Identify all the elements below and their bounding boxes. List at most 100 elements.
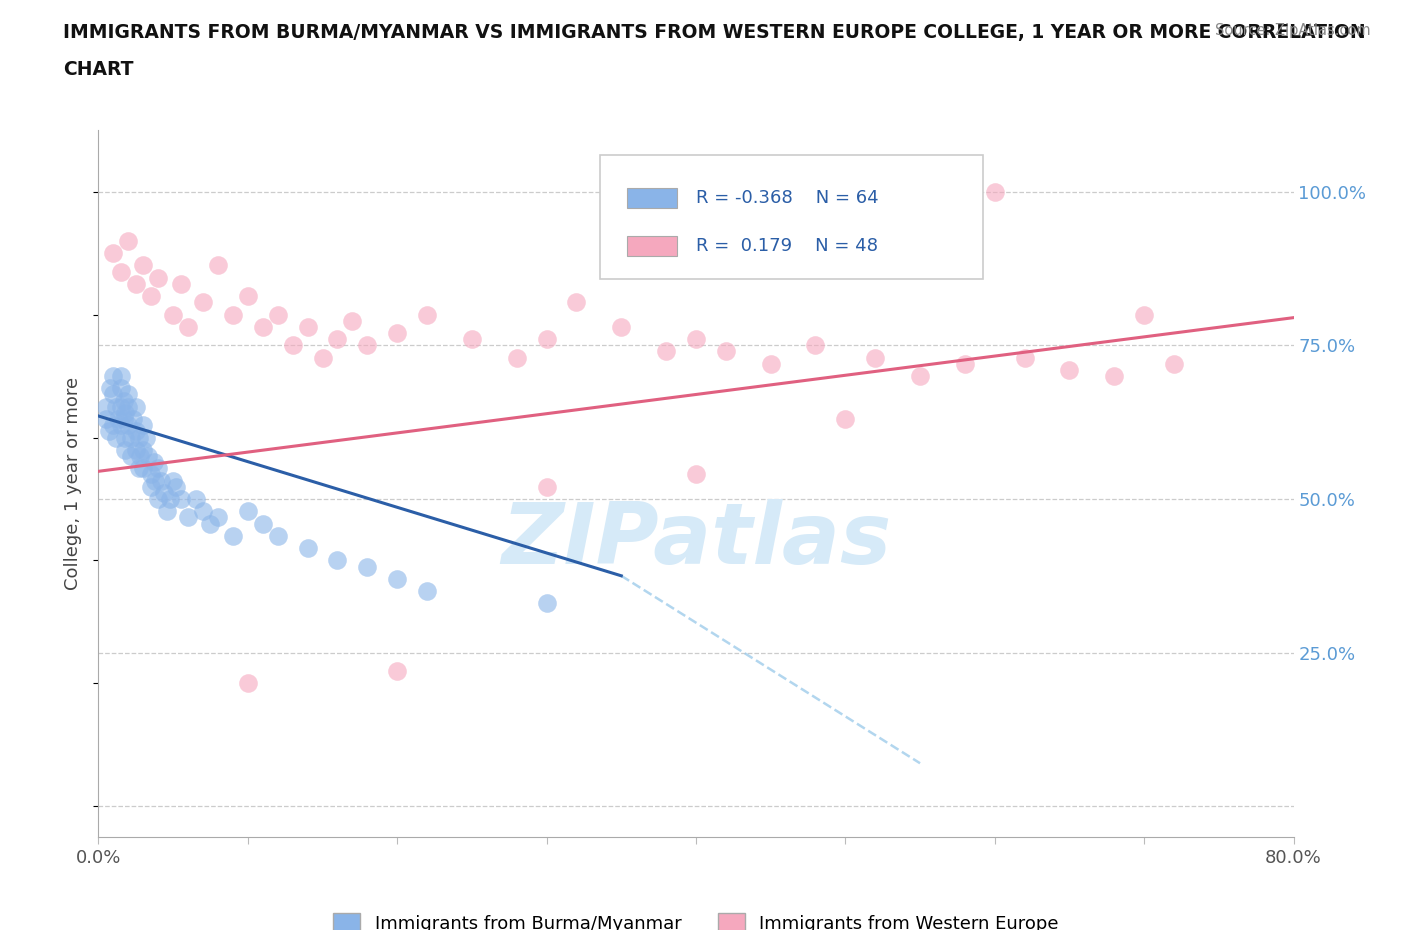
Text: IMMIGRANTS FROM BURMA/MYANMAR VS IMMIGRANTS FROM WESTERN EUROPE COLLEGE, 1 YEAR : IMMIGRANTS FROM BURMA/MYANMAR VS IMMIGRA… [63, 23, 1365, 42]
Point [184, 492, 207, 507]
Point [120, 448, 142, 463]
Point [114, 430, 136, 445]
Point [1014, 351, 1036, 365]
Point [953, 356, 976, 371]
Point [159, 492, 181, 507]
Point [139, 467, 162, 482]
Point [112, 412, 135, 427]
Point [165, 479, 187, 494]
Point [117, 233, 139, 248]
Point [685, 467, 707, 482]
Point [222, 528, 245, 543]
Point [177, 319, 200, 334]
Point [759, 356, 782, 371]
Point [125, 424, 148, 439]
Point [169, 276, 191, 291]
Text: R =  0.179    N = 48: R = 0.179 N = 48 [696, 237, 877, 255]
Point [156, 504, 179, 519]
Point [97, 424, 120, 439]
Point [94, 399, 117, 414]
Point [385, 571, 409, 586]
Point [222, 307, 245, 322]
Point [908, 368, 931, 383]
Point [128, 430, 150, 445]
Point [416, 307, 439, 322]
Point [110, 264, 132, 279]
Point [565, 295, 588, 310]
Point [121, 412, 143, 427]
Point [100, 381, 122, 396]
FancyBboxPatch shape [627, 188, 676, 208]
Point [112, 393, 135, 408]
Point [385, 664, 409, 679]
Point [416, 584, 439, 599]
Point [865, 351, 887, 365]
Point [267, 528, 290, 543]
Point [1163, 356, 1185, 371]
Text: ZIPatlas: ZIPatlas [501, 498, 891, 581]
Point [1104, 368, 1126, 383]
Point [132, 258, 155, 272]
Point [385, 326, 409, 340]
Point [984, 184, 1007, 199]
Point [610, 319, 633, 334]
Point [326, 332, 349, 347]
Point [200, 516, 222, 531]
Point [132, 460, 155, 475]
Point [655, 344, 678, 359]
Point [110, 418, 132, 432]
Point [117, 418, 139, 432]
Point [714, 344, 737, 359]
Point [125, 276, 148, 291]
Point [107, 412, 129, 427]
Point [103, 387, 125, 402]
Point [267, 307, 290, 322]
Point [834, 412, 856, 427]
Point [236, 676, 259, 691]
Point [342, 313, 364, 328]
Point [125, 443, 148, 458]
Point [143, 473, 166, 488]
Point [103, 418, 125, 432]
Point [110, 399, 132, 414]
Legend: Immigrants from Burma/Myanmar, Immigrants from Western Europe: Immigrants from Burma/Myanmar, Immigrant… [326, 906, 1066, 930]
Point [536, 596, 558, 611]
Point [117, 387, 139, 402]
Point [148, 271, 170, 286]
Point [685, 332, 707, 347]
Point [536, 332, 558, 347]
Point [191, 504, 214, 519]
Point [142, 455, 165, 470]
Point [162, 473, 184, 488]
Text: R = -0.368    N = 64: R = -0.368 N = 64 [696, 189, 879, 207]
Point [105, 399, 128, 414]
Point [153, 485, 176, 500]
Point [105, 430, 128, 445]
Point [162, 307, 184, 322]
Point [252, 319, 274, 334]
Point [297, 319, 319, 334]
Point [356, 559, 378, 574]
Point [114, 443, 136, 458]
Text: CHART: CHART [63, 60, 134, 79]
Point [236, 504, 259, 519]
Point [94, 412, 117, 427]
Point [207, 510, 229, 525]
Point [207, 258, 229, 272]
Point [1133, 307, 1156, 322]
Point [804, 338, 827, 352]
Point [128, 460, 150, 475]
Point [132, 418, 155, 432]
Point [177, 510, 200, 525]
Point [129, 448, 152, 463]
Point [135, 430, 157, 445]
Point [132, 443, 155, 458]
Point [148, 460, 170, 475]
Point [136, 448, 159, 463]
Point [117, 399, 139, 414]
Point [326, 553, 349, 568]
Text: Source: ZipAtlas.com: Source: ZipAtlas.com [1215, 23, 1371, 38]
Point [236, 288, 259, 303]
Point [461, 332, 484, 347]
Point [297, 540, 319, 555]
